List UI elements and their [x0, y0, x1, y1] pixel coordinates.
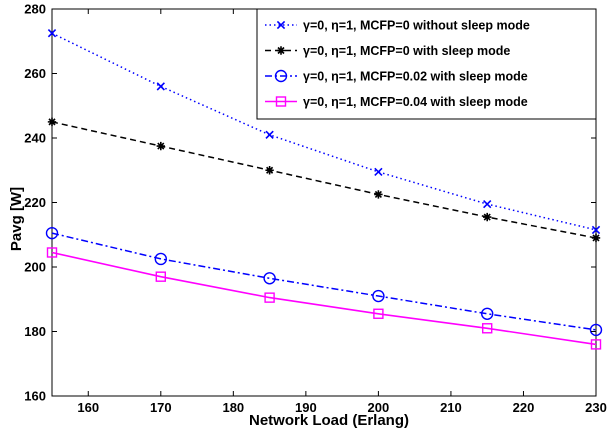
- legend-label: γ=0, η=1, MCFP=0.04 with sleep mode: [303, 95, 528, 109]
- x-marker: [47, 29, 57, 38]
- y-tick-label: 220: [24, 195, 46, 210]
- circle-marker: [481, 307, 494, 320]
- y-tick-label: 160: [24, 389, 46, 404]
- series-line: [51, 251, 597, 346]
- series-line: [51, 32, 597, 231]
- asterisk-marker: [374, 190, 383, 199]
- plot-area: [45, 8, 603, 397]
- asterisk-marker: [483, 212, 492, 222]
- x-tick-label: 200: [368, 400, 390, 415]
- legend-item: γ=0, η=1, MCFP=0 without sleep mode: [265, 19, 530, 33]
- legend-item: γ=0, η=1, MCFP=0.04 with sleep mode: [265, 95, 528, 109]
- legend-box: [256, 8, 597, 120]
- y-axis-ticks: 160 180 200 220 240 260 280: [24, 2, 596, 404]
- square-marker: [264, 292, 275, 303]
- square-marker: [155, 271, 167, 282]
- circle-marker: [45, 226, 59, 240]
- square-marker: [275, 96, 287, 107]
- y-tick-label: 180: [24, 324, 46, 339]
- circle-marker: [274, 69, 288, 83]
- x-axis-label: Network Load (Erlang): [249, 412, 409, 429]
- legend-label: γ=0, η=1, MCFP=0 with sleep mode: [303, 44, 510, 58]
- legend-label: γ=0, η=1, MCFP=0.02 with sleep mode: [303, 70, 528, 84]
- asterisk-marker: [265, 166, 274, 175]
- series-3: [45, 226, 603, 337]
- square-marker: [373, 308, 384, 319]
- circle-marker: [589, 323, 603, 337]
- x-marker: [156, 82, 165, 91]
- x-tick-label: 170: [150, 400, 172, 415]
- asterisk-marker: [156, 141, 165, 151]
- legend-label: γ=0, η=1, MCFP=0 without sleep mode: [303, 19, 530, 33]
- x-marker: [483, 199, 492, 209]
- y-axis-label: Pavg [W]: [8, 187, 25, 251]
- x-tick-label: 210: [440, 400, 462, 415]
- legend: γ=0, η=1, MCFP=0 without sleep mode γ=0, …: [256, 8, 597, 120]
- circle-marker: [372, 289, 385, 303]
- series-1: [47, 29, 601, 235]
- x-marker: [276, 20, 286, 30]
- x-tick-label: 220: [513, 400, 535, 415]
- y-tick-label: 200: [24, 260, 46, 275]
- series-2: [47, 117, 601, 243]
- y-tick-label: 280: [24, 2, 46, 17]
- square-marker: [482, 323, 493, 334]
- circle-marker: [263, 272, 276, 285]
- y-tick-label: 240: [24, 131, 46, 146]
- legend-item: γ=0, η=1, MCFP=0.02 with sleep mode: [265, 70, 528, 84]
- x-tick-label: 190: [295, 400, 317, 415]
- series-4: [46, 247, 602, 350]
- x-marker: [591, 225, 601, 235]
- square-marker: [590, 339, 602, 350]
- x-tick-label: 180: [222, 400, 244, 415]
- asterisk-marker: [276, 46, 286, 55]
- series-line: [51, 121, 597, 239]
- asterisk-marker: [591, 233, 601, 243]
- x-tick-label: 160: [77, 400, 99, 415]
- legend-item: γ=0, η=1, MCFP=0 with sleep mode: [265, 44, 510, 58]
- x-tick-label: 230: [585, 400, 607, 415]
- y-tick-label: 260: [24, 66, 46, 81]
- x-marker: [265, 130, 274, 139]
- x-axis-ticks: 160 170 180 190 200 210 220 230: [77, 9, 607, 415]
- square-marker: [46, 247, 58, 258]
- circle-marker: [154, 252, 168, 266]
- x-marker: [374, 167, 383, 177]
- asterisk-marker: [47, 117, 57, 127]
- series-line: [51, 232, 597, 331]
